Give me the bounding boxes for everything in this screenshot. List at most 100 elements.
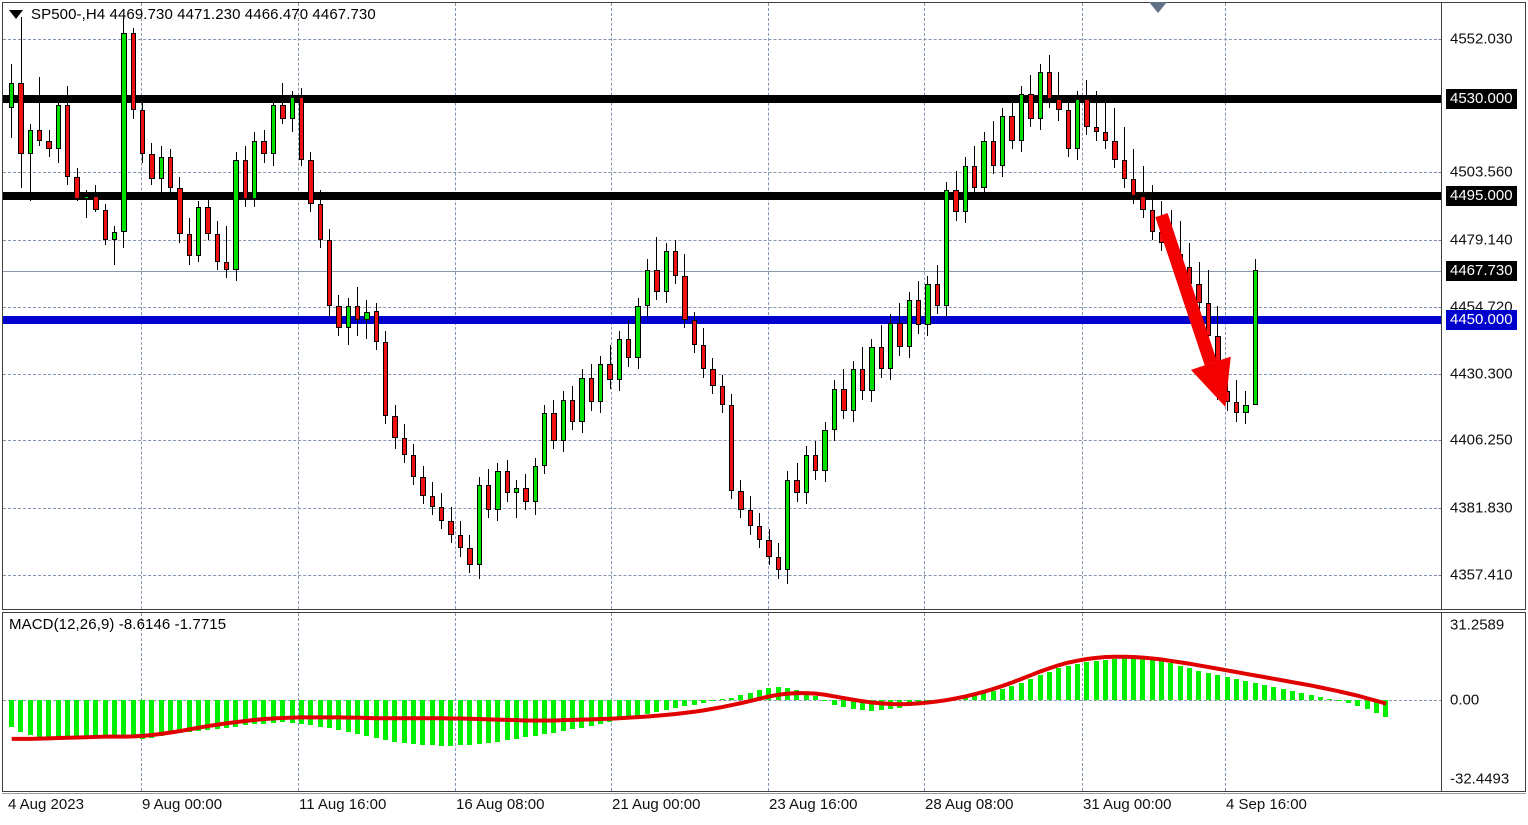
- price-axis-label: 4406.250: [1450, 431, 1513, 449]
- candlestick: [775, 542, 782, 579]
- candlestick: [1121, 126, 1128, 188]
- price-level-line[interactable]: [3, 315, 1442, 324]
- price-axis-label: 4495.000: [1446, 185, 1517, 206]
- candle-body: [411, 454, 417, 477]
- candle-wick: [1114, 107, 1116, 169]
- macd-histogram-bar: [757, 690, 762, 701]
- candlestick: [270, 96, 277, 166]
- candle-body: [242, 160, 249, 199]
- price-axis-tick: [1434, 172, 1441, 174]
- macd-histogram-bar: [37, 700, 43, 738]
- macd-axis-label: 0.00: [1450, 691, 1480, 709]
- macd-histogram-bar: [1112, 658, 1118, 701]
- triangle-down-icon[interactable]: [9, 9, 23, 19]
- candlestick: [738, 479, 744, 519]
- candlestick: [1046, 55, 1053, 108]
- macd-histogram-bar: [308, 700, 314, 725]
- candle-body: [149, 154, 155, 180]
- macd-zero-line: [3, 700, 1442, 702]
- macd-histogram-bar: [1037, 675, 1043, 701]
- candlestick: [289, 91, 295, 133]
- candle-body: [570, 399, 576, 422]
- candlestick: [1131, 148, 1137, 205]
- price-level-line[interactable]: [3, 95, 1442, 104]
- candlestick: [897, 303, 903, 356]
- candle-body: [177, 187, 183, 235]
- symbol-header: SP500-,H4 4469.730 4471.230 4466.470 446…: [3, 3, 376, 25]
- candle-body: [1131, 179, 1137, 196]
- price-axis-label: 4450.000: [1446, 309, 1517, 330]
- candle-body: [906, 300, 912, 348]
- price-axis[interactable]: 4552.030 4530.000 4503.560 4495.000 4479.140…: [1441, 3, 1525, 609]
- candlestick: [570, 385, 576, 430]
- price-level-line[interactable]: [3, 270, 1442, 272]
- candle-body: [55, 104, 62, 149]
- price-level-line[interactable]: [3, 191, 1442, 200]
- macd-histogram-bar: [1280, 689, 1286, 701]
- candlestick: [1056, 71, 1062, 122]
- price-gridline: [3, 440, 1442, 442]
- candlestick: [55, 102, 62, 163]
- candle-body: [111, 231, 118, 240]
- candlestick: [27, 124, 34, 202]
- macd-histogram-bar: [439, 700, 445, 746]
- candle-wick: [85, 190, 87, 218]
- macd-histogram-bar: [1252, 683, 1258, 701]
- macd-plot-area[interactable]: [3, 613, 1525, 791]
- macd-histogram-bar: [841, 700, 847, 708]
- candle-body: [27, 129, 34, 155]
- price-chart-panel[interactable]: SP500-,H4 4469.730 4471.230 4466.470 446…: [2, 2, 1526, 610]
- candlestick: [224, 226, 230, 279]
- candle-body: [345, 305, 351, 329]
- candlestick: [111, 226, 118, 265]
- price-plot-area[interactable]: [3, 3, 1525, 609]
- price-axis-tick: [1434, 374, 1441, 376]
- candlestick: [1093, 91, 1099, 141]
- candlestick: [803, 446, 810, 505]
- candlestick: [672, 239, 679, 284]
- candlestick: [205, 198, 211, 240]
- candlestick: [1112, 107, 1118, 169]
- macd-histogram-bar: [541, 700, 547, 735]
- candle-body: [1018, 93, 1025, 141]
- macd-histogram-bar: [607, 700, 613, 723]
- macd-histogram-bar: [551, 700, 557, 733]
- candle-body: [962, 165, 969, 213]
- candlestick: [925, 275, 931, 337]
- macd-histogram-bar: [233, 700, 239, 728]
- candle-body: [513, 487, 520, 494]
- candlestick: [1243, 391, 1249, 425]
- candle-body: [1028, 93, 1034, 119]
- candle-wick: [114, 226, 116, 265]
- macd-histogram-bar: [1261, 685, 1267, 701]
- candle-body: [897, 322, 903, 348]
- macd-histogram-bar: [1215, 675, 1221, 701]
- macd-histogram-bar: [1205, 673, 1211, 701]
- macd-histogram-bar: [1159, 661, 1165, 701]
- candle-body: [560, 399, 567, 441]
- candlestick: [953, 171, 959, 221]
- candlestick: [813, 440, 819, 480]
- macd-histogram-bar: [261, 700, 267, 724]
- candlestick: [392, 405, 398, 450]
- macd-histogram-bar: [336, 700, 342, 730]
- candlestick: [663, 242, 669, 304]
- candlestick: [1187, 242, 1193, 293]
- macd-histogram-bar: [1140, 658, 1146, 701]
- macd-indicator-panel[interactable]: MACD(12,26,9) -8.6146 -1.7715 31.2589 0.0…: [2, 612, 1526, 792]
- candlestick: [1233, 380, 1240, 422]
- macd-axis-label: 31.2589: [1450, 616, 1505, 634]
- macd-histogram-bar: [420, 700, 426, 745]
- candle-body: [1065, 110, 1071, 149]
- macd-histogram-bar: [972, 694, 978, 701]
- price-axis-label: 4552.030: [1450, 30, 1513, 48]
- candle-body: [46, 140, 52, 149]
- candle-body: [1084, 99, 1090, 127]
- candle-body: [476, 485, 482, 565]
- candle-body: [607, 363, 613, 381]
- macd-histogram-bar: [18, 700, 24, 733]
- time-axis[interactable]: 4 Aug 2023 9 Aug 00:00 11 Aug 16:00 16 Aug …: [2, 793, 1526, 823]
- candlestick: [785, 471, 791, 585]
- candle-body: [373, 311, 380, 342]
- macd-histogram-bar: [205, 700, 211, 731]
